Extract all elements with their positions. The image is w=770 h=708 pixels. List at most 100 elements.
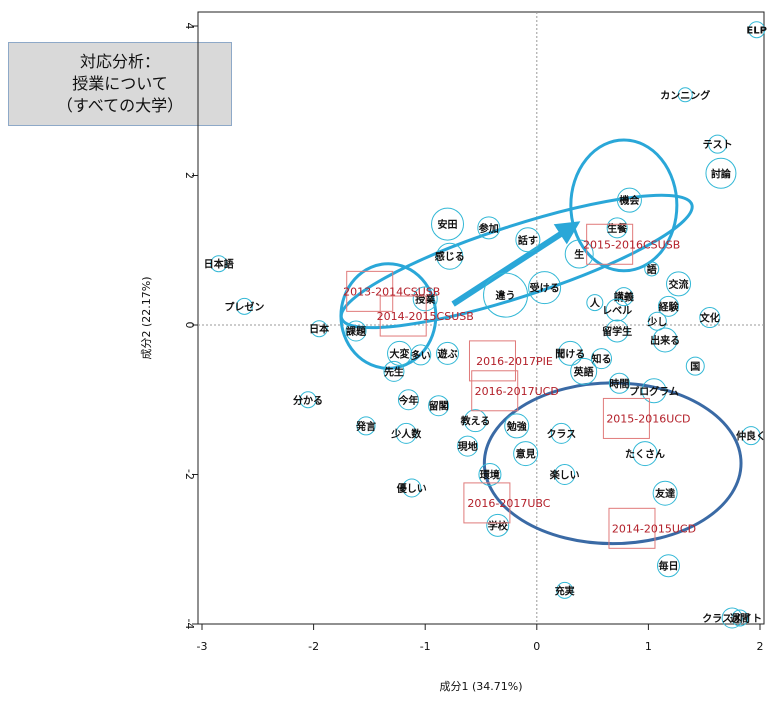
- trend-arrow: [451, 221, 581, 307]
- word-point: 受ける: [528, 271, 562, 305]
- word-label: 日本: [309, 323, 330, 336]
- word-point: プレゼン: [224, 297, 264, 315]
- word-bubble: [721, 607, 743, 629]
- year-point: 2016-2017UCD: [471, 370, 559, 412]
- word-bubble: [483, 272, 529, 318]
- word-bubble: [748, 21, 766, 39]
- word-label: 学校: [488, 519, 509, 532]
- word-point: テスト: [703, 134, 733, 154]
- word-bubble: [486, 513, 510, 537]
- word-bubble: [605, 319, 629, 343]
- word-point: 少人数: [390, 422, 422, 444]
- word-point: 分かる: [293, 391, 323, 409]
- title-line-1: 対応分析：: [79, 52, 160, 71]
- x-tick-label: -1: [420, 640, 431, 653]
- word-label: 講義: [614, 291, 634, 304]
- word-point: 意見: [513, 441, 539, 467]
- word-point: 人: [586, 294, 604, 312]
- word-bubble: [666, 271, 692, 297]
- word-point: ELP: [746, 21, 767, 39]
- x-tick-label: -2: [308, 640, 319, 653]
- word-bubble: [436, 341, 460, 365]
- word-bubble: [310, 320, 328, 338]
- year-point: 2015-2016UCD: [602, 397, 690, 439]
- word-bubble: [614, 287, 634, 307]
- word-label: 仲良く: [736, 430, 766, 443]
- x-tick-label: 1: [645, 640, 652, 653]
- word-bubble: [513, 441, 539, 467]
- word-label: 先生: [384, 365, 404, 378]
- word-point: 教える: [460, 409, 490, 433]
- word-point: 大変: [387, 340, 413, 366]
- word-bubble: [515, 227, 541, 253]
- word-point: 生餐: [606, 217, 628, 239]
- year-label: 2013-2014CSUSB: [343, 285, 440, 298]
- word-label: 出来る: [650, 334, 680, 347]
- year-label: 2014-2015CSUSB: [377, 310, 474, 323]
- word-bubble: [428, 395, 450, 417]
- title-line-3: （すべての大学）: [56, 96, 184, 115]
- y-tick-label: -4: [183, 619, 196, 630]
- year-label: 2016-2017PIE: [476, 355, 553, 368]
- word-label: 語: [647, 263, 657, 276]
- word-bubble: [210, 255, 228, 273]
- word-label: 国: [690, 361, 700, 373]
- word-point: 学校: [486, 513, 510, 537]
- word-label: 違う: [496, 289, 516, 302]
- word-label: 現地: [458, 440, 478, 453]
- word-label: 経験: [658, 300, 679, 313]
- word-label: 文化: [700, 312, 720, 325]
- word-bubble: [708, 134, 728, 154]
- word-bubble: [656, 554, 680, 578]
- word-point: 楽しい: [549, 464, 580, 485]
- word-label: 話す: [518, 234, 538, 247]
- year-box: [471, 370, 519, 412]
- word-point: 講義: [614, 287, 634, 307]
- word-label: 聞ける: [555, 348, 585, 360]
- word-label: 感じる: [435, 250, 465, 263]
- x-tick-label: 2: [757, 640, 764, 653]
- word-bubble: [606, 217, 628, 239]
- x-tick-label: -3: [197, 640, 208, 653]
- x-axis-title: 成分1 (34.71%): [439, 680, 522, 693]
- word-bubble: [652, 327, 678, 353]
- word-bubble: [554, 464, 576, 485]
- word-point: 違う: [483, 272, 529, 318]
- word-bubble: [641, 378, 667, 404]
- word-point: 発言: [355, 416, 376, 436]
- word-bubble: [299, 391, 317, 409]
- word-bubble: [632, 441, 658, 467]
- word-bubble: [477, 216, 501, 240]
- axis-layer: -3 -2 -1 0 1 2 -4 -2 0 2 4: [183, 12, 764, 653]
- word-point: 勉強: [504, 413, 530, 439]
- word-bubble: [402, 478, 422, 498]
- word-point: 語: [644, 261, 660, 277]
- y-tick-label: 2: [183, 172, 196, 179]
- word-bubble: [235, 297, 253, 315]
- word-point: たくさん: [625, 441, 665, 467]
- year-point: 2014-2015UCD: [608, 507, 696, 549]
- word-bubble: [383, 360, 405, 382]
- plot-frame: [197, 11, 765, 625]
- word-point: クラス: [546, 422, 576, 444]
- word-label: 遊ぶ: [438, 347, 458, 360]
- word-bubble: [504, 413, 530, 439]
- word-label: 人: [590, 297, 601, 310]
- word-bubble: [387, 340, 413, 366]
- word-point: 討論: [705, 157, 737, 189]
- word-point: 感じる: [435, 242, 465, 270]
- word-point: 週間: [730, 609, 750, 627]
- word-label: 時間: [609, 377, 629, 390]
- word-bubble: [731, 609, 749, 627]
- word-label: プレゼン: [224, 300, 264, 313]
- year-label: 2014-2015UCD: [612, 522, 696, 535]
- word-point: 多い: [410, 344, 432, 366]
- word-point: 安田: [431, 207, 465, 241]
- word-point: 参加: [477, 216, 501, 240]
- year-point: 2014-2015CSUSB: [377, 295, 474, 337]
- word-bubble: [677, 87, 693, 103]
- word-point: 交流: [666, 271, 692, 297]
- y-axis-title: 成分2 (22.17%): [140, 276, 153, 359]
- word-point: 仲良く: [736, 426, 766, 446]
- word-label: 安田: [438, 218, 458, 231]
